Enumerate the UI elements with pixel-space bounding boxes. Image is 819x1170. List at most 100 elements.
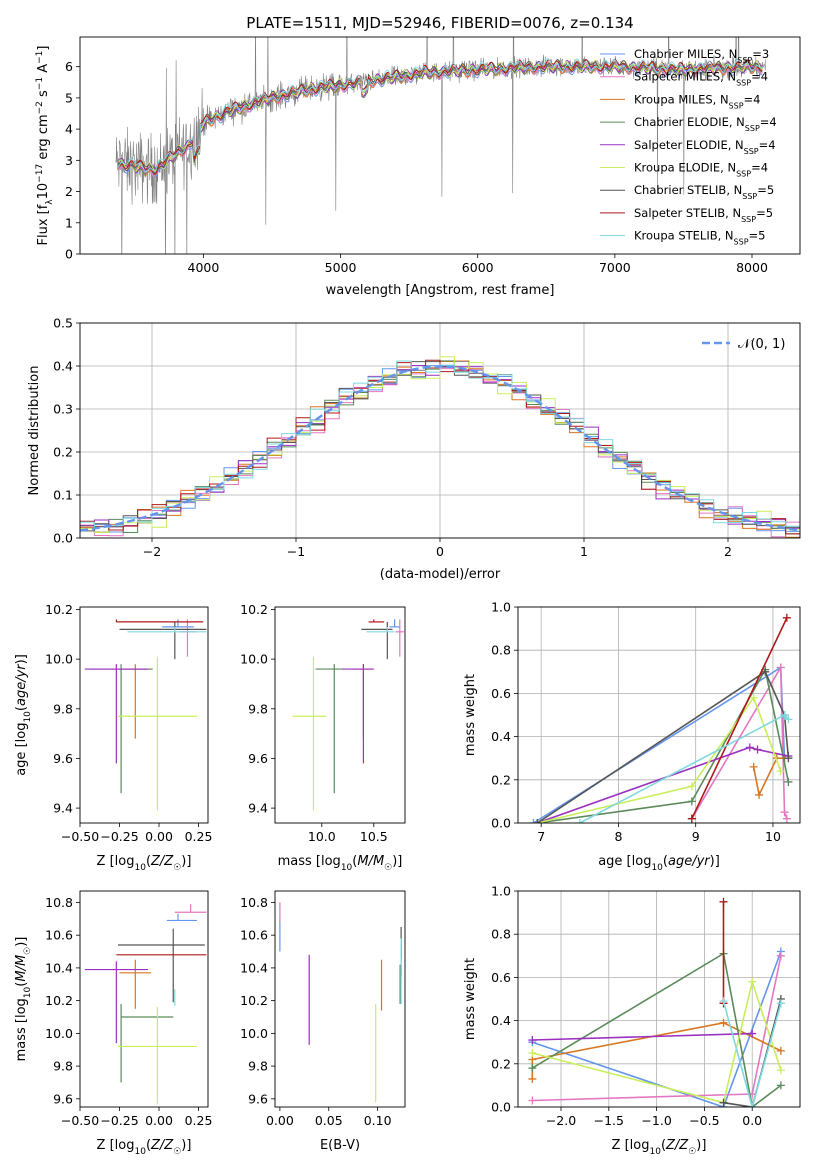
weight-marker: [719, 997, 728, 1006]
model-spectrum: [118, 59, 763, 175]
plot-area: [292, 619, 404, 811]
weight-marker: [776, 1081, 785, 1090]
x-tick-label: 7000: [599, 260, 631, 275]
x-tick-label: 0.00: [145, 1113, 173, 1128]
x-tick-label: 0: [436, 544, 444, 559]
spectrum-plot-area: [115, 37, 766, 254]
y-tick-label: 9.8: [248, 701, 268, 716]
y-tick-label: 0.0: [53, 531, 73, 546]
weight-marker: [719, 897, 728, 906]
weight-marker: [761, 667, 770, 676]
weight-marker: [528, 1096, 537, 1105]
y-tick-label: 10.0: [45, 1026, 73, 1041]
weight-marker: [776, 1066, 785, 1075]
weight-marker: [528, 1074, 537, 1083]
weight-marker: [776, 767, 785, 776]
legend-entry: Kroupa MILES, NSSP=4: [634, 92, 760, 110]
weight-line: [531, 952, 782, 1107]
y-axis-label: age [log10(age/yr)]: [14, 654, 33, 776]
weight-line: [579, 714, 789, 823]
weight-marker: [776, 951, 785, 960]
weight-marker: [719, 1098, 728, 1107]
y-tick-label: 3: [65, 153, 73, 168]
legend-entry: 𝒩(0, 1): [738, 337, 785, 352]
plot-area: [528, 897, 785, 1107]
y-tick-label: 0.1: [53, 488, 73, 503]
y-tick-label: 10.0: [240, 652, 268, 667]
x-tick-label: −0.50: [61, 1113, 99, 1128]
plot-area: [84, 619, 207, 811]
weight-marker: [784, 715, 793, 724]
weight-line: [691, 664, 788, 820]
x-tick-label: 8000: [736, 260, 768, 275]
y-tick-label: 1.0: [491, 600, 511, 615]
y-axis-label: mass [log10(M/M☉)]: [14, 937, 33, 1062]
x-tick-label: 0.00: [266, 1113, 294, 1128]
weight-marker: [776, 1046, 785, 1055]
x-axis-label: age [log10(age/yr)]: [598, 854, 720, 873]
x-axis-label: Z [log10(Z/Z☉)]: [97, 1138, 192, 1157]
weight-marker: [719, 1018, 728, 1027]
plot-area: [279, 902, 402, 1103]
residual-histogram: [80, 360, 800, 536]
x-axis-label: wavelength [Angstrom, rest frame]: [326, 283, 555, 298]
figure-title: PLATE=1511, MJD=52946, FIBERID=0076, z=0…: [246, 14, 633, 32]
x-tick-label: −0.25: [100, 829, 138, 844]
y-axis-label: Normed distribution: [27, 366, 42, 496]
y-tick-label: 9.4: [53, 801, 73, 816]
weight-marker: [528, 1036, 537, 1045]
weight-line: [537, 746, 789, 823]
axes-frame: [274, 606, 406, 824]
weight-marker: [780, 711, 789, 719]
weight-line: [532, 951, 782, 1107]
y-tick-label: 10.8: [240, 895, 268, 910]
weight-marker: [755, 790, 764, 799]
weight-marker: [748, 977, 757, 986]
x-tick-label: 0.05: [315, 1113, 343, 1128]
chart-mass_vs_Z: −0.50 −0.25 0.00 0.25 9.6 9.8 10.0 10.2 10.4 10.6…: [14, 890, 212, 1157]
weight-marker: [748, 1103, 757, 1107]
chart-mass_vs_ebv: 0.00 0.05 0.10 9.6 9.8 10.0 10.2 10.4 10.6 10.8 E(…: [240, 890, 406, 1153]
y-tick-label: 9.6: [53, 1091, 73, 1106]
y-tick-label: 0.2: [53, 445, 73, 460]
y-tick-label: 0: [65, 247, 73, 262]
x-tick-label: 0.25: [185, 829, 213, 844]
y-tick-label: 1: [65, 215, 73, 230]
weight-marker: [528, 1064, 537, 1073]
x-tick-label: −0.25: [100, 1113, 138, 1128]
y-tick-label: 0.2: [491, 772, 511, 787]
x-tick-label: −0.50: [61, 829, 99, 844]
x-tick-label: 1: [580, 544, 588, 559]
x-tick-label: −0.5: [689, 1113, 719, 1128]
x-tick-label: 4000: [188, 260, 220, 275]
weight-line: [537, 695, 782, 823]
weight-marker: [687, 814, 696, 823]
y-tick-label: 0.5: [53, 316, 73, 331]
y-tick-label: 10.2: [240, 993, 268, 1008]
y-axis-label: Flux [fλ10−17 erg cm−2 s−1 A−1]: [35, 46, 55, 246]
legend-entry: Chabrier MILES, NSSP=3: [634, 47, 769, 65]
weight-marker: [776, 999, 785, 1008]
weight-marker: [687, 797, 696, 806]
y-tick-label: 10.2: [240, 602, 268, 617]
x-tick-label: 7: [537, 829, 545, 844]
weight-line: [532, 1032, 753, 1041]
y-axis-label: mass weight: [463, 674, 478, 756]
weight-marker: [782, 814, 791, 823]
x-tick-label: 8: [614, 829, 622, 844]
axes-frame: [79, 890, 209, 1108]
y-tick-label: 10.0: [45, 652, 73, 667]
x-tick-label: 0.10: [364, 1113, 392, 1128]
y-tick-label: 6: [65, 59, 73, 74]
weight-marker: [776, 663, 785, 672]
x-tick-label: −2.0: [546, 1113, 576, 1128]
model-spectrum: [118, 58, 763, 175]
weight-line: [752, 757, 785, 798]
x-tick-label: −1: [287, 544, 305, 559]
axes-frame: [79, 322, 801, 539]
x-tick-label: 0.0: [742, 1113, 762, 1128]
y-axis-label: mass weight: [463, 958, 478, 1040]
y-tick-label: 10.6: [240, 928, 268, 943]
weight-marker: [780, 808, 789, 817]
residual-plot-area: [80, 356, 800, 538]
